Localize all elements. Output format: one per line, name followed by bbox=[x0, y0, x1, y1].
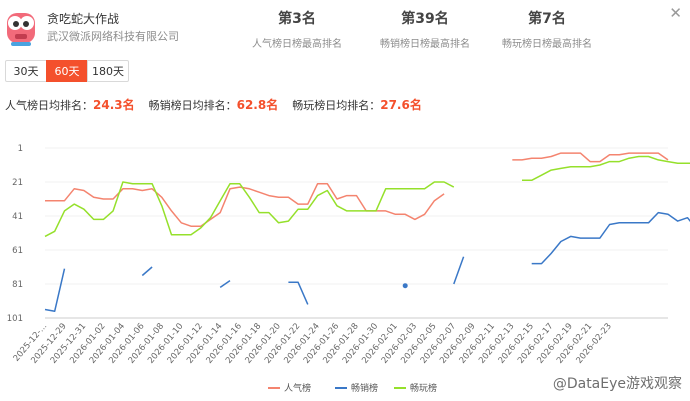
y-tick-label: 101 bbox=[7, 314, 23, 324]
avg-popular-value: 24.3名 bbox=[93, 98, 135, 112]
close-icon[interactable]: ✕ bbox=[669, 4, 682, 22]
chart-grid bbox=[45, 147, 668, 319]
series-line-0 bbox=[45, 182, 445, 227]
series-line-1 bbox=[531, 211, 690, 265]
y-tick-label: 41 bbox=[12, 212, 23, 222]
series-line-1 bbox=[288, 281, 309, 305]
rank-popular: 第3名 人气榜日榜最高排名 bbox=[232, 8, 362, 50]
rank-popular-label: 人气榜日榜最高排名 bbox=[252, 39, 342, 50]
watermark: @DataEye游戏观察 bbox=[552, 376, 682, 392]
series-line-1 bbox=[453, 256, 465, 285]
tab-180-days[interactable]: 180天 bbox=[87, 60, 129, 82]
y-tick-label: 1 bbox=[18, 144, 23, 154]
app-company: 武汉微派网络科技有限公司 bbox=[47, 30, 179, 43]
series-line-0 bbox=[512, 152, 669, 163]
avg-bestsell-label: 畅销榜日均排名： bbox=[148, 99, 237, 112]
avg-play: 畅玩榜日均排名：27.6名 bbox=[292, 96, 422, 113]
legend-label: 人气榜 bbox=[284, 382, 311, 394]
y-axis: 1 21 41 61 81 101 bbox=[7, 144, 23, 324]
avg-play-label: 畅玩榜日均排名： bbox=[292, 99, 381, 112]
series-line-1 bbox=[219, 279, 231, 289]
tab-60-days[interactable]: 60天 bbox=[46, 60, 88, 82]
range-tabs: 30天 60天 180天 bbox=[5, 60, 129, 82]
rank-popular-value: 第3名 bbox=[278, 11, 316, 27]
rank-play: 第7名 畅玩榜日榜最高排名 bbox=[482, 8, 612, 50]
avg-popular-label: 人气榜日均排名： bbox=[5, 99, 93, 112]
avg-popular: 人气榜日均排名：24.3名 bbox=[5, 96, 135, 113]
legend-item-2[interactable]: 畅玩榜 bbox=[394, 382, 437, 394]
series-line-2 bbox=[44, 181, 455, 238]
snake-game-icon bbox=[5, 9, 37, 47]
chart-series bbox=[44, 152, 690, 312]
app-header: 贪吃蛇大作战 武汉微派网络科技有限公司 第3名 人气榜日榜最高排名 第39名 畅… bbox=[0, 0, 690, 56]
app-title: 贪吃蛇大作战 bbox=[47, 12, 120, 26]
chart-legend: 人气榜 畅销榜 畅玩榜 bbox=[268, 382, 437, 394]
avg-bestsell-value: 62.8名 bbox=[236, 98, 279, 112]
legend-label: 畅玩榜 bbox=[410, 382, 437, 394]
x-axis: 2025-12-...2025-12-292025-12-312026-01-0… bbox=[12, 322, 614, 366]
rank-bestsell: 第39名 畅销榜日榜最高排名 bbox=[360, 8, 490, 50]
rank-bestsell-label: 畅销榜日榜最高排名 bbox=[380, 39, 470, 50]
rank-play-value: 第7名 bbox=[528, 11, 566, 27]
y-tick-label: 81 bbox=[12, 280, 23, 290]
rank-bestsell-value: 第39名 bbox=[401, 11, 449, 27]
rank-play-label: 畅玩榜日榜最高排名 bbox=[502, 39, 592, 50]
tab-30-days[interactable]: 30天 bbox=[5, 60, 47, 82]
average-rank-row: 人气榜日均排名：24.3名 畅销榜日均排名：62.8名 畅玩榜日均排名：27.6… bbox=[5, 96, 436, 113]
legend-item-1[interactable]: 畅销榜 bbox=[335, 382, 378, 394]
series-point bbox=[402, 283, 408, 289]
legend-label: 畅销榜 bbox=[351, 382, 378, 394]
avg-play-value: 27.6名 bbox=[380, 98, 422, 112]
avg-bestsell: 畅销榜日均排名：62.8名 bbox=[149, 96, 279, 113]
legend-item-0[interactable]: 人气榜 bbox=[268, 382, 311, 394]
y-tick-label: 21 bbox=[12, 178, 23, 188]
series-line-2 bbox=[522, 155, 690, 182]
y-tick-label: 61 bbox=[12, 246, 23, 256]
rank-trend-chart: 1 21 41 61 81 101 2025-12-...2025-12-292025-1… bbox=[7, 144, 690, 394]
series-line-1 bbox=[141, 266, 153, 277]
series-line-1 bbox=[44, 268, 66, 312]
